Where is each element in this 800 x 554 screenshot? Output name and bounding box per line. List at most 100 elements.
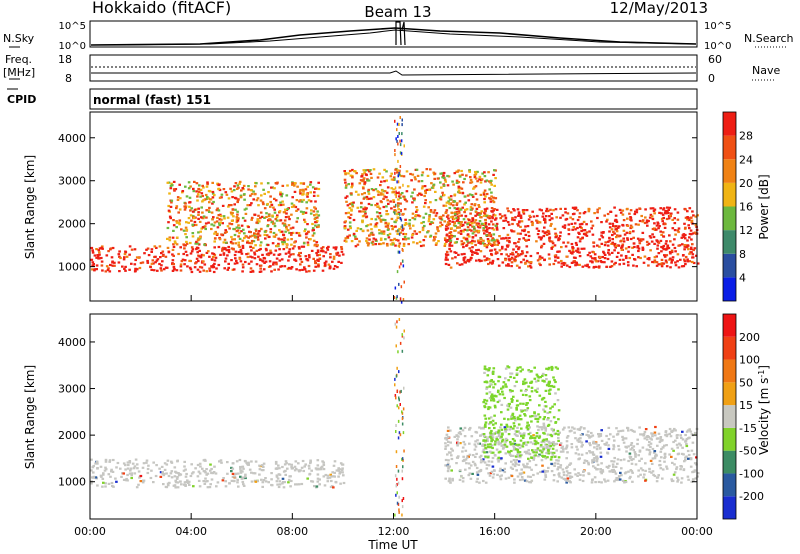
scatter-cell xyxy=(181,191,184,194)
scatter-cell xyxy=(646,257,650,260)
scatter-cell xyxy=(237,250,241,254)
scatter-cell xyxy=(660,212,663,215)
scatter-cell xyxy=(206,486,210,489)
scatter-cell xyxy=(483,405,486,408)
scatter-cell xyxy=(655,224,659,227)
scatter-cell xyxy=(487,460,491,463)
scatter-cell xyxy=(93,269,96,272)
scatter-cell xyxy=(282,203,285,206)
scatter-cell xyxy=(647,444,651,447)
scatter-cell xyxy=(590,431,593,435)
scatter-cell xyxy=(306,195,309,198)
scatter-cell xyxy=(471,225,474,228)
scatter-cell xyxy=(372,196,376,199)
scatter-cell xyxy=(481,172,484,175)
scatter-cell xyxy=(358,182,362,185)
scatter-cell xyxy=(204,193,208,197)
scatter-cell xyxy=(396,169,400,172)
scatter-cell xyxy=(694,215,698,218)
scatter-cell xyxy=(214,237,217,240)
scatter-cell xyxy=(557,456,561,459)
scatter-cell xyxy=(183,263,186,266)
scatter-cell xyxy=(477,230,481,233)
scatter-cell xyxy=(99,465,103,468)
scatter-cell xyxy=(559,464,563,467)
scatter-cell xyxy=(447,426,450,429)
scatter-cell xyxy=(397,350,399,354)
scatter-cell xyxy=(102,473,105,476)
scatter-cell xyxy=(509,390,512,393)
scatter-cell xyxy=(403,144,405,148)
scatter-cell xyxy=(628,230,632,234)
scatter-cell xyxy=(556,256,560,259)
scatter-cell xyxy=(250,242,253,245)
scatter-cell xyxy=(258,234,262,237)
scatter-cell xyxy=(653,212,656,215)
scatter-cell xyxy=(246,255,250,259)
scatter-cell xyxy=(301,459,305,463)
scatter-cell xyxy=(300,466,304,469)
scatter-cell xyxy=(522,210,525,213)
scatter-cell xyxy=(352,218,356,222)
scatter-cell xyxy=(326,477,330,480)
scatter-cell xyxy=(504,219,508,222)
scatter-cell xyxy=(621,213,625,216)
scatter-cell xyxy=(687,224,690,227)
scatter-cell xyxy=(205,185,209,188)
scatter-cell xyxy=(544,405,548,408)
scatter-cell xyxy=(591,451,595,454)
scatter-cell xyxy=(526,424,529,427)
scatter-cell xyxy=(593,466,597,469)
scatter-cell xyxy=(523,413,526,416)
scatter-cell xyxy=(585,433,588,436)
scatter-cell xyxy=(399,151,402,155)
scatter-cell xyxy=(686,429,690,432)
scatter-cell xyxy=(338,254,341,257)
scatter-cell xyxy=(525,239,528,242)
scatter-cell xyxy=(653,222,656,225)
scatter-cell xyxy=(181,258,185,261)
scatter-cell xyxy=(290,467,294,470)
scatter-cell xyxy=(121,472,124,475)
scatter-cell xyxy=(253,236,257,239)
scatter-cell xyxy=(693,462,697,465)
scatter-cell xyxy=(518,254,521,257)
scatter-cell xyxy=(108,460,111,463)
scatter-cell xyxy=(455,208,458,211)
scatter-cell xyxy=(509,372,512,375)
scatter-cell xyxy=(576,218,580,222)
scatter-cell xyxy=(474,214,477,217)
scatter-cell xyxy=(206,183,209,186)
scatter-cell xyxy=(155,259,159,262)
scatter-cell xyxy=(586,430,590,433)
scatter-cell xyxy=(287,266,291,270)
scatter-cell xyxy=(94,476,98,479)
scatter-cell xyxy=(233,475,236,478)
scatter-cell xyxy=(395,484,397,488)
scatter-cell xyxy=(686,216,689,219)
scatter-cell xyxy=(235,216,239,219)
scatter-cell xyxy=(540,426,544,429)
scatter-cell xyxy=(488,427,491,430)
scatter-cell xyxy=(146,261,150,264)
scatter-cell xyxy=(596,244,599,247)
scatter-cell xyxy=(346,235,349,238)
scatter-cell xyxy=(513,446,516,449)
scatter-cell xyxy=(215,485,218,488)
ytick-label: 2000 xyxy=(58,218,86,231)
scatter-cell xyxy=(538,404,541,407)
scatter-cell xyxy=(489,431,492,434)
scatter-cell xyxy=(304,211,308,214)
scatter-cell xyxy=(172,219,175,222)
scatter-cell xyxy=(384,221,388,224)
scatter-cell xyxy=(613,242,617,246)
scatter-cell xyxy=(128,460,132,463)
scatter-cell xyxy=(230,235,233,239)
scatter-cell xyxy=(519,232,522,235)
scatter-cell xyxy=(517,224,520,227)
scatter-cell xyxy=(529,261,533,264)
scatter-cell xyxy=(174,188,178,191)
scatter-cell xyxy=(395,374,398,378)
scatter-cell xyxy=(529,437,532,440)
scatter-cell xyxy=(302,242,306,245)
